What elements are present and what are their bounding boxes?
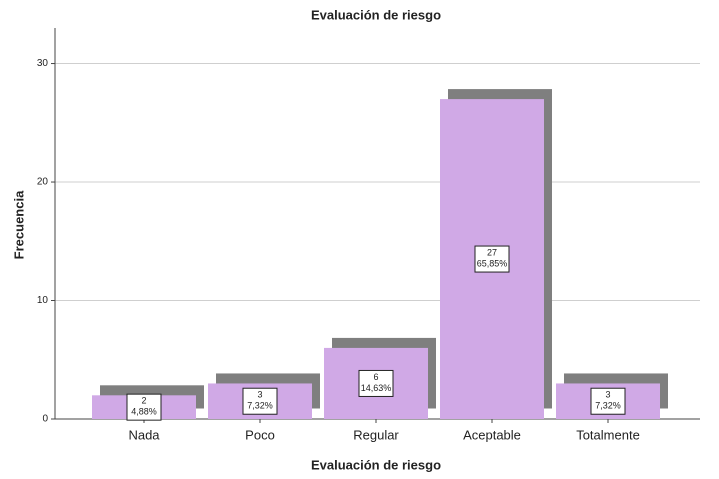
data-label-box bbox=[474, 245, 510, 273]
x-tick-label: Nada bbox=[128, 427, 160, 442]
data-label-value: 3 bbox=[605, 390, 610, 400]
data-label-box bbox=[242, 387, 278, 415]
data-label-value: 3 bbox=[257, 390, 262, 400]
data-label-percent: 4,88% bbox=[131, 407, 157, 417]
data-label-box bbox=[590, 387, 626, 415]
data-label-box bbox=[358, 369, 394, 397]
x-tick-label: Regular bbox=[353, 427, 399, 442]
x-axis-label: Evaluación de riesgo bbox=[311, 457, 441, 472]
data-label-value: 27 bbox=[487, 247, 497, 257]
y-tick-label: 10 bbox=[37, 295, 49, 306]
data-label-value: 2 bbox=[141, 396, 146, 406]
data-label-percent: 7,32% bbox=[595, 401, 621, 411]
data-label-percent: 14,63% bbox=[361, 383, 392, 393]
data-label-percent: 65,85% bbox=[477, 258, 508, 268]
y-axis-label: Frecuencia bbox=[11, 190, 26, 259]
data-label-box bbox=[126, 393, 162, 421]
y-tick-label: 20 bbox=[37, 177, 49, 188]
data-label-percent: 7,32% bbox=[247, 401, 273, 411]
y-tick-label: 0 bbox=[42, 414, 48, 425]
x-tick-label: Totalmente bbox=[576, 427, 640, 442]
data-label-value: 6 bbox=[373, 372, 378, 382]
x-tick-label: Aceptable bbox=[463, 427, 521, 442]
y-tick-label: 30 bbox=[37, 58, 49, 69]
chart-title: Evaluación de riesgo bbox=[311, 7, 441, 22]
x-tick-label: Poco bbox=[245, 427, 275, 442]
